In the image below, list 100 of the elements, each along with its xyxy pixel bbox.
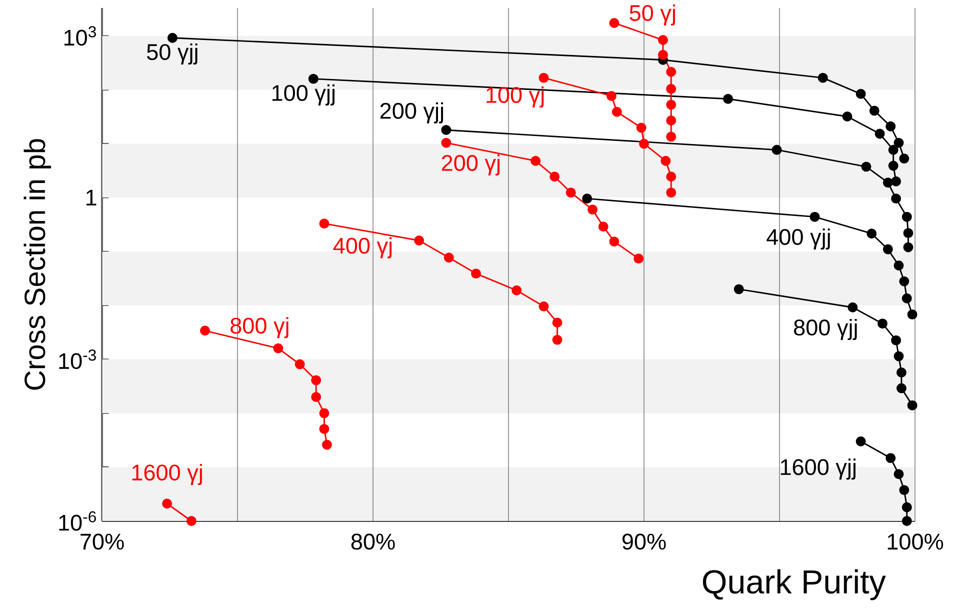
point <box>902 293 912 304</box>
point <box>894 351 904 362</box>
series-label: 800 γjj <box>794 318 857 340</box>
point <box>311 392 322 402</box>
point <box>186 516 196 526</box>
point <box>582 194 592 204</box>
point <box>606 90 616 101</box>
point <box>319 218 330 229</box>
point <box>167 32 178 43</box>
point <box>894 260 904 270</box>
point <box>903 228 914 238</box>
point <box>882 178 893 188</box>
point <box>414 236 424 246</box>
point <box>660 156 671 166</box>
point <box>896 383 906 394</box>
point <box>550 172 560 182</box>
series-label: 200 γj <box>442 154 500 176</box>
series-label: 400 γjj <box>766 228 830 250</box>
point <box>294 359 305 370</box>
point <box>896 367 906 378</box>
point <box>658 50 668 60</box>
point <box>818 72 828 83</box>
point <box>639 138 649 149</box>
point <box>894 138 904 148</box>
point <box>772 144 782 155</box>
point <box>882 244 893 254</box>
point <box>899 276 910 286</box>
point <box>878 318 888 329</box>
point <box>894 469 904 480</box>
point <box>666 84 676 94</box>
point <box>512 285 522 296</box>
point <box>869 106 880 116</box>
point <box>891 176 902 186</box>
point <box>308 74 318 84</box>
point <box>907 400 918 410</box>
x-axis-title: Quark Purity <box>702 569 886 600</box>
x-tick-label: 90% <box>622 534 666 550</box>
point <box>634 254 644 264</box>
point <box>734 284 744 294</box>
point <box>856 436 866 446</box>
y-axis-title: Cross Section in pb <box>24 139 52 390</box>
point <box>856 88 866 99</box>
point <box>886 121 896 132</box>
point <box>566 188 576 198</box>
point <box>666 188 676 198</box>
y-tick-label: 10$^{-6}$ <box>59 511 96 531</box>
point <box>200 326 210 336</box>
series-label: 50 γjj <box>147 43 198 65</box>
point <box>444 252 454 263</box>
y-tick-label: 1 <box>86 190 96 206</box>
series-label: 100 γjj <box>272 84 334 106</box>
point <box>552 334 562 345</box>
point <box>666 115 676 126</box>
series-label: 50 γj <box>630 4 675 26</box>
point <box>723 94 733 104</box>
point <box>891 335 902 346</box>
x-tick-label: 70% <box>80 534 124 550</box>
series-label: 1600 γjj <box>780 458 856 480</box>
point <box>162 498 172 509</box>
point <box>899 485 910 496</box>
point <box>886 453 896 464</box>
point <box>609 236 620 247</box>
point <box>319 424 330 434</box>
series-label: 200 γjj <box>380 102 444 124</box>
point <box>538 72 549 83</box>
point <box>810 212 820 222</box>
point <box>441 124 452 135</box>
point <box>903 242 914 252</box>
point <box>322 440 332 450</box>
point <box>538 301 549 312</box>
point <box>441 138 452 148</box>
point <box>866 228 877 239</box>
point <box>907 309 918 320</box>
series-label: 100 γj <box>486 86 544 108</box>
series-label: 400 γj <box>333 237 392 258</box>
x-tick-label: 80% <box>351 534 395 550</box>
point <box>902 502 912 512</box>
point <box>609 18 620 28</box>
point <box>891 194 902 204</box>
point <box>666 100 676 110</box>
point <box>588 204 598 215</box>
point <box>842 112 852 122</box>
point <box>636 122 646 133</box>
point <box>612 106 622 117</box>
point <box>658 35 668 45</box>
point <box>552 318 562 328</box>
point <box>273 343 284 354</box>
point <box>848 302 858 312</box>
series-label: 1600 γj <box>132 464 202 486</box>
point <box>530 156 541 166</box>
point <box>902 516 912 526</box>
point <box>666 132 676 142</box>
point <box>888 144 898 155</box>
point <box>902 212 912 222</box>
y-tick-label: 10$^{-3}$ <box>59 350 96 370</box>
x-tick-label: 100% <box>888 534 944 550</box>
point <box>598 222 608 232</box>
point <box>319 408 330 418</box>
y-tick-label: 10$^{3}$ <box>64 26 96 46</box>
series-label: 800 γj <box>230 317 288 338</box>
